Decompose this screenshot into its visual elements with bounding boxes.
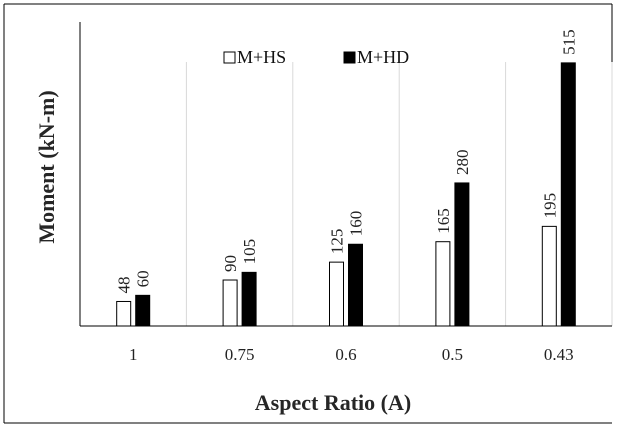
data-label-m-hd: 280 <box>453 149 472 175</box>
data-label-m-hs: 48 <box>115 276 134 293</box>
bar-m-hs <box>541 225 557 327</box>
bar-m-hs <box>435 241 451 327</box>
legend: M+HS M+HD <box>223 47 409 67</box>
data-label-m-hd: 60 <box>134 270 153 287</box>
bar-m-hd <box>348 243 363 327</box>
legend-label-m-hd: M+HD <box>357 47 409 67</box>
legend-swatch-m-hd <box>343 51 356 64</box>
data-label-m-hd: 515 <box>559 29 578 55</box>
bar-m-hs <box>222 279 238 327</box>
bar-m-hs <box>116 300 132 327</box>
bar-m-hd <box>135 294 151 327</box>
data-label-m-hs: 165 <box>434 208 453 234</box>
x-tick-label: 0.6 <box>335 345 356 364</box>
x-tick-label: 0.5 <box>442 345 463 364</box>
data-label-m-hs: 195 <box>540 193 559 219</box>
data-label-m-hd: 105 <box>240 239 259 265</box>
bar-m-hs <box>329 261 344 327</box>
data-label-m-hd: 160 <box>347 211 366 237</box>
x-tick-labels: 1 0.75 0.6 0.5 0.43 <box>129 345 574 364</box>
x-axis-title: Aspect Ratio (A) <box>255 390 411 415</box>
bars <box>116 62 576 327</box>
x-tick-label: 0.75 <box>225 345 255 364</box>
gridlines <box>185 62 613 326</box>
y-axis-title: Moment (kN-m) <box>34 90 59 243</box>
legend-label-m-hs: M+HS <box>237 47 286 67</box>
x-tick-label: 1 <box>129 345 138 364</box>
legend-swatch-m-hs <box>223 51 236 64</box>
bar-m-hd <box>241 271 257 327</box>
bar-m-hd <box>454 182 470 327</box>
x-tick-label: 0.43 <box>544 345 574 364</box>
bar-m-hd <box>560 62 576 327</box>
data-label-m-hs: 125 <box>328 229 347 255</box>
data-label-m-hs: 90 <box>221 255 240 272</box>
